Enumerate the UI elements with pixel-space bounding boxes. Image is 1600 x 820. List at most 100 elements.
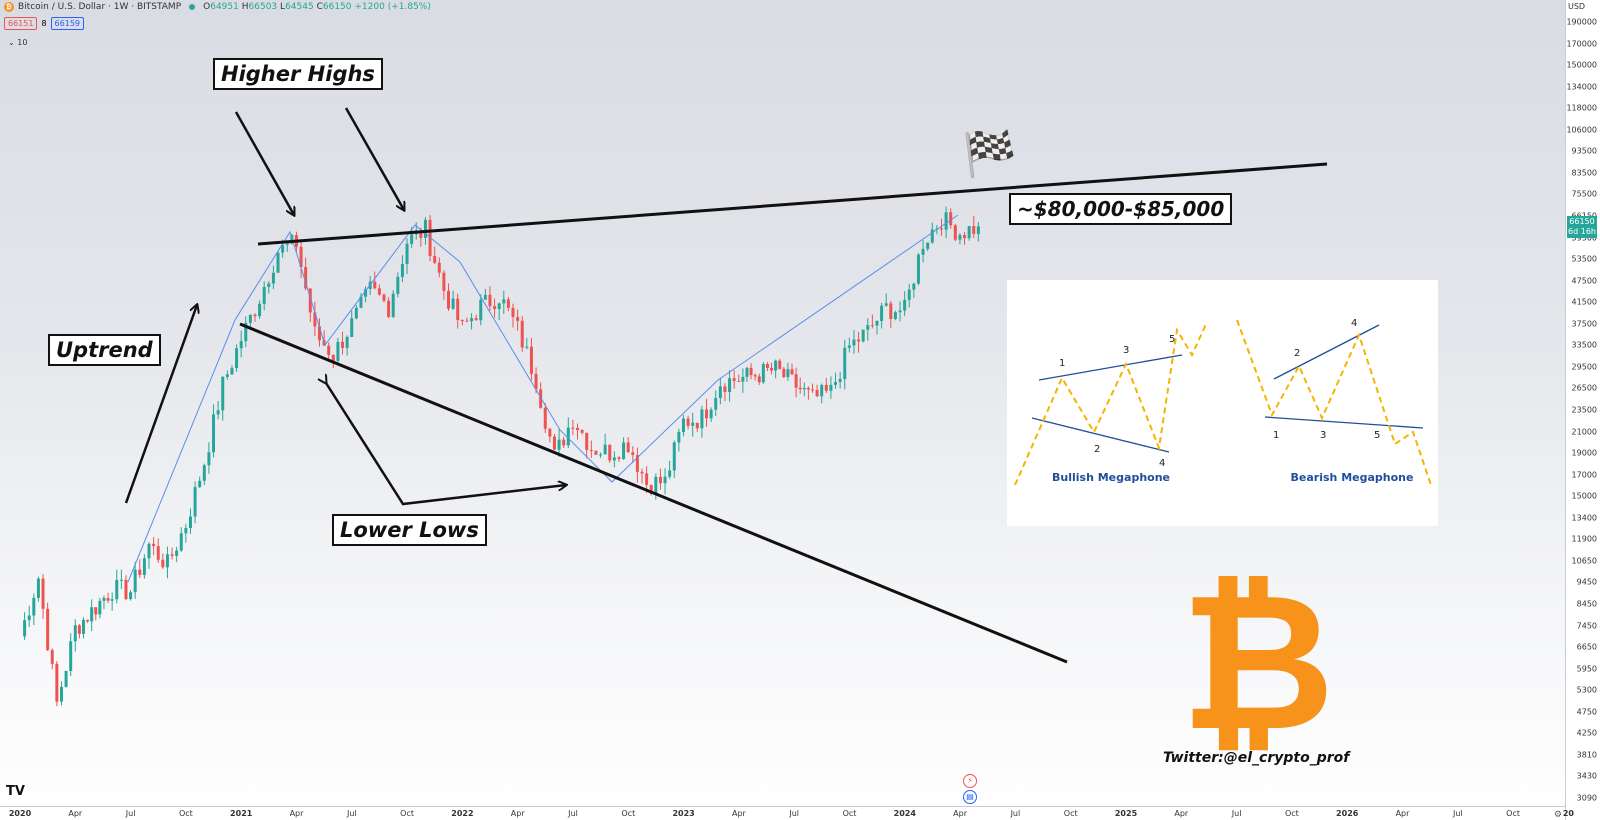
candle-body <box>175 550 179 556</box>
candle-body <box>790 369 794 375</box>
candle-body <box>253 314 257 317</box>
time-tick: Oct <box>1506 809 1521 818</box>
candle-body <box>622 442 626 459</box>
bearish-point-4: 4 <box>1351 318 1357 329</box>
candle-body <box>594 450 598 455</box>
candle-body <box>562 439 566 446</box>
symbol-legend[interactable]: ₿ Bitcoin / U.S. Dollar · 1W · BITSTAMP … <box>4 2 431 12</box>
candle-body <box>728 378 732 392</box>
price-tick: 5300 <box>1576 685 1597 695</box>
time-tick: Oct <box>1284 809 1299 818</box>
candle-body <box>299 246 303 268</box>
candle-body <box>304 267 308 289</box>
last-price-tag: 66150 6d 16h <box>1567 216 1597 238</box>
time-tick: Oct <box>842 809 857 818</box>
chevron-down-icon: ⌄ <box>8 38 15 47</box>
candle-body <box>460 320 464 322</box>
price-tick: 150000 <box>1566 60 1597 70</box>
candle-body <box>571 427 575 429</box>
candle-body <box>133 569 137 593</box>
candle-body <box>953 225 957 240</box>
price-axis[interactable]: USD 190000 170000 150000 134000 118000 106000… <box>1565 0 1600 820</box>
candle-body <box>465 320 469 322</box>
candle-body <box>940 228 943 230</box>
price-tick: 134000 <box>1566 82 1597 92</box>
candle-body <box>119 579 123 581</box>
candle-body <box>244 322 248 342</box>
candle-body <box>483 294 487 300</box>
price-tick: 106000 <box>1566 125 1597 135</box>
candle-body <box>377 288 381 295</box>
ask-price[interactable]: 66159 <box>50 17 84 30</box>
tradingview-logo-icon[interactable]: TV <box>6 784 25 799</box>
candle-body <box>262 287 266 304</box>
candle-body <box>774 360 778 371</box>
support-trendline <box>239 322 1068 664</box>
candle-body <box>156 546 160 560</box>
candle-body <box>239 341 243 349</box>
candle-body <box>115 579 119 600</box>
uptrend-arrow <box>124 305 197 504</box>
us-flag-event-icon[interactable]: ▤ <box>963 790 977 804</box>
candle-body <box>658 476 662 484</box>
target-price-label: ~$80,000-$85,000 <box>1009 193 1233 225</box>
price-tick: 33500 <box>1571 340 1597 350</box>
price-tick: 11900 <box>1571 534 1597 544</box>
gear-icon[interactable]: ⚙ <box>1553 810 1562 820</box>
time-tick: 2021 <box>230 809 253 818</box>
price-tick: 19000 <box>1571 448 1597 458</box>
time-tick: Apr <box>289 809 304 818</box>
currency-label[interactable]: USD <box>1568 2 1586 11</box>
candle-body <box>870 325 874 327</box>
candle-body <box>258 303 262 317</box>
candle-body <box>102 598 106 601</box>
candle-body <box>798 387 802 390</box>
candle-body <box>765 363 769 368</box>
candle-body <box>649 484 653 494</box>
candle-body <box>843 347 847 380</box>
indicators-toggle[interactable]: ⌄ 10 <box>8 38 27 47</box>
candle-body <box>41 578 45 609</box>
candle-body <box>423 219 427 238</box>
candle-body <box>944 212 948 230</box>
bitcoin-logo-icon: ₿ <box>1180 552 1335 773</box>
candle-body <box>198 480 202 488</box>
lower-lows-arrow <box>326 383 566 506</box>
candle-body <box>341 341 345 348</box>
candle-body <box>90 607 94 622</box>
price-tick: 53500 <box>1571 254 1597 264</box>
candle-body <box>880 305 884 321</box>
bullish-point-2: 2 <box>1094 444 1100 455</box>
zigzag-indicator <box>127 214 959 583</box>
candle-body <box>359 296 363 308</box>
candle-body <box>281 244 285 253</box>
bid-price[interactable]: 66151 <box>4 17 38 30</box>
candle-body <box>557 439 561 450</box>
last-price: 66150 <box>1569 217 1595 226</box>
time-tick: Apr <box>953 809 968 818</box>
price-chart[interactable] <box>0 0 1565 806</box>
candle-body <box>50 650 54 664</box>
candle-body <box>838 379 842 383</box>
candle-body <box>345 336 349 348</box>
time-tick: 2022 <box>451 809 474 818</box>
candle-body <box>889 303 893 319</box>
candle-body <box>732 378 736 381</box>
candle-body <box>847 345 851 348</box>
candle-body <box>433 255 437 263</box>
candle-body <box>129 592 133 600</box>
candle-body <box>331 354 335 361</box>
lightning-event-icon[interactable]: ⚡ <box>963 774 977 788</box>
candle-body <box>193 487 197 517</box>
candle-body <box>580 430 584 433</box>
price-tick: 26500 <box>1571 383 1597 393</box>
time-axis[interactable]: ⚙ 2020 Apr Jul Oct 2021 Apr Jul Oct 2022 Apr Jul Oc… <box>0 806 1574 820</box>
candle-body <box>686 418 690 426</box>
candle-body <box>98 600 102 615</box>
candle-body <box>488 294 492 307</box>
time-tick: Jul <box>789 809 800 818</box>
candle-body <box>786 369 790 377</box>
candle-body <box>106 598 110 601</box>
candle-body <box>802 387 806 390</box>
